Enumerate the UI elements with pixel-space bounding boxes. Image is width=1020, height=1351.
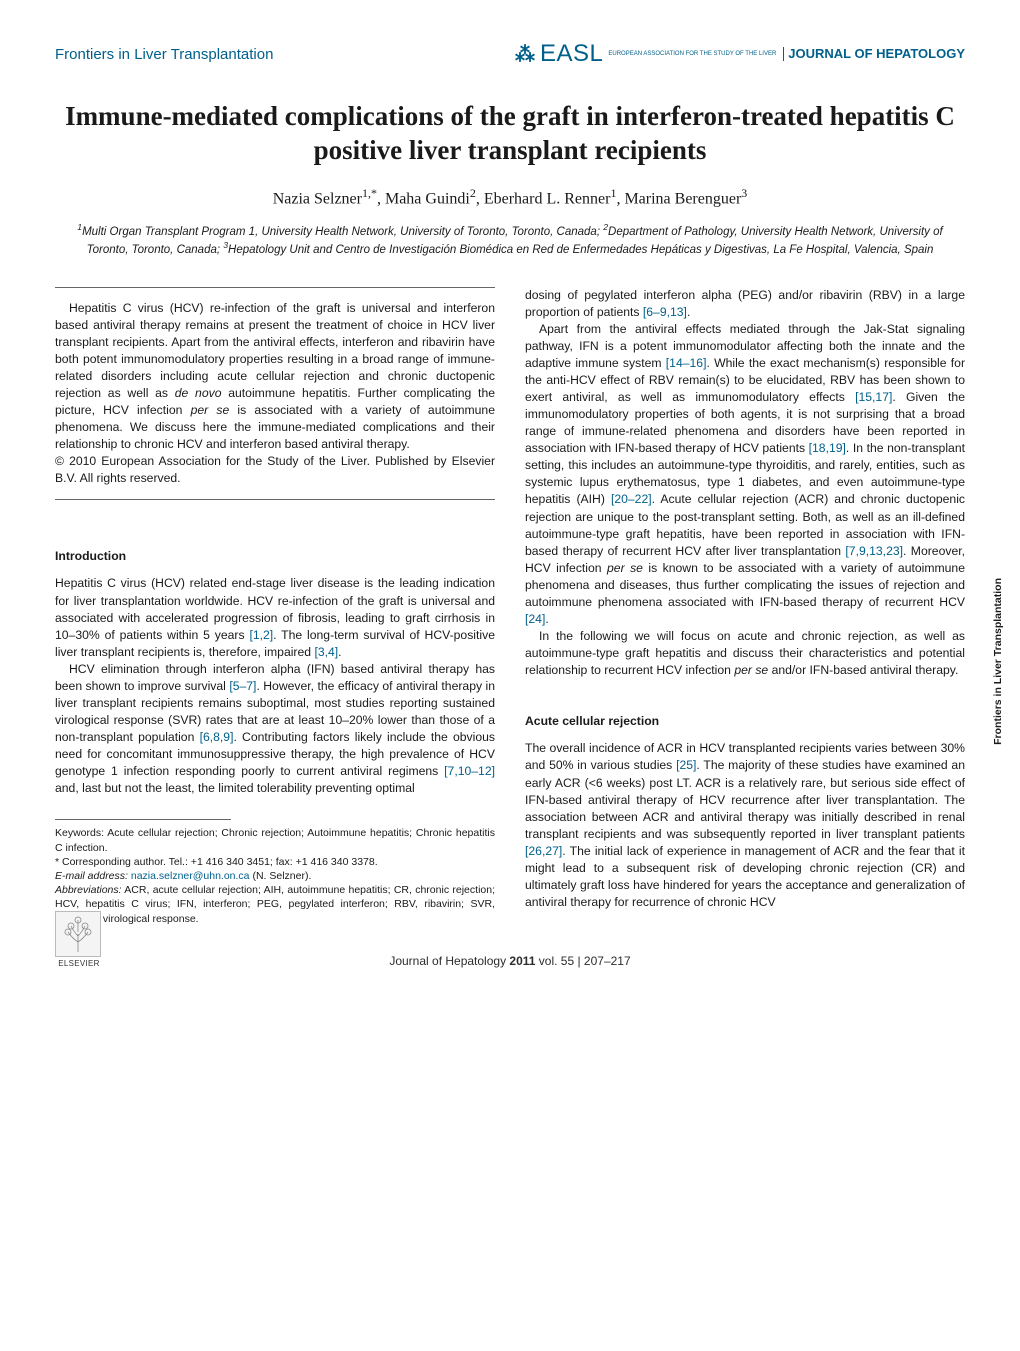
- abbrev-label: Abbreviations:: [55, 884, 122, 896]
- keywords-line: Keywords: Acute cellular rejection; Chro…: [55, 826, 495, 854]
- easl-icon: ⁂: [515, 42, 535, 67]
- journal-branding: ⁂ EASL EUROPEAN ASSOCIATION FOR THE STUD…: [515, 40, 965, 68]
- corresponding-line: * Corresponding author. Tel.: +1 416 340…: [55, 855, 495, 869]
- acr-p1: The overall incidence of ACR in HCV tran…: [525, 740, 965, 911]
- intro-p1: Hepatitis C virus (HCV) related end-stag…: [55, 575, 495, 660]
- email-link[interactable]: nazia.selzner@uhn.on.ca: [131, 870, 250, 882]
- copyright-line: © 2010 European Association for the Stud…: [55, 453, 495, 487]
- section-name: Frontiers in Liver Transplantation: [55, 46, 273, 63]
- right-column: dosing of pegylated interferon alpha (PE…: [525, 287, 965, 926]
- easl-logo: ⁂ EASL EUROPEAN ASSOCIATION FOR THE STUD…: [515, 40, 776, 68]
- right-p2: Apart from the antiviral effects mediate…: [525, 321, 965, 628]
- abbrev-text: ACR, acute cellular rejection; AIH, auto…: [55, 884, 495, 924]
- article-title: Immune-mediated complications of the gra…: [55, 100, 965, 168]
- footnote-rule: [55, 819, 231, 820]
- journal-name: JOURNAL OF HEPATOLOGY: [783, 47, 965, 61]
- body-columns: Hepatitis C virus (HCV) re-infection of …: [55, 287, 965, 926]
- elsevier-tree-icon: [55, 911, 101, 957]
- abstract-block: Hepatitis C virus (HCV) re-infection of …: [55, 287, 495, 501]
- easl-text: EASL: [540, 40, 603, 68]
- right-p1: dosing of pegylated interferon alpha (PE…: [525, 287, 965, 321]
- page: Frontiers in Liver Transplantation ⁂ EAS…: [0, 0, 1020, 998]
- page-header: Frontiers in Liver Transplantation ⁂ EAS…: [55, 40, 965, 68]
- publisher-label: ELSEVIER: [55, 959, 103, 968]
- side-tab: Frontiers in Liver Transplantation: [989, 570, 1008, 753]
- email-line: E-mail address: nazia.selzner@uhn.on.ca …: [55, 869, 495, 883]
- right-p3: In the following we will focus on acute …: [525, 628, 965, 679]
- abstract-text: Hepatitis C virus (HCV) re-infection of …: [55, 300, 495, 454]
- footer-citation: Journal of Hepatology 2011 vol. 55 | 207…: [389, 954, 630, 968]
- email-tail: (N. Selzner).: [250, 870, 312, 882]
- intro-p2: HCV elimination through interferon alpha…: [55, 661, 495, 798]
- affiliations: 1Multi Organ Transplant Program 1, Unive…: [55, 222, 965, 259]
- easl-subtitle: EUROPEAN ASSOCIATION FOR THE STUDY OF TH…: [608, 51, 776, 58]
- abbreviations-line: Abbreviations: ACR, acute cellular rejec…: [55, 883, 495, 926]
- left-column: Hepatitis C virus (HCV) re-infection of …: [55, 287, 495, 926]
- email-label: E-mail address:: [55, 870, 128, 882]
- publisher-logo: ELSEVIER: [55, 911, 103, 968]
- page-footer: ELSEVIER Journal of Hepatology 2011 vol.…: [55, 954, 965, 968]
- introduction-heading: Introduction: [55, 548, 495, 565]
- author-list: Nazia Selzner1,*, Maha Guindi2, Eberhard…: [55, 186, 965, 208]
- acr-heading: Acute cellular rejection: [525, 713, 965, 730]
- footnotes: Keywords: Acute cellular rejection; Chro…: [55, 826, 495, 925]
